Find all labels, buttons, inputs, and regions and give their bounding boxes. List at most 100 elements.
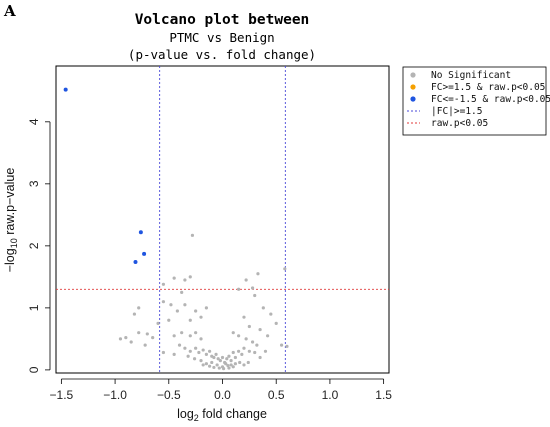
legend-marker <box>410 96 416 102</box>
ns-point <box>180 290 184 294</box>
ns-point <box>233 355 237 360</box>
y-tick-label: 4 <box>27 118 41 125</box>
ns-point <box>255 343 259 347</box>
x-tick-label: 0.0 <box>214 388 231 402</box>
ns-point <box>233 362 237 366</box>
y-tick-label: 0 <box>27 366 41 373</box>
ns-point <box>188 334 192 338</box>
y-tick-label: 2 <box>27 242 41 249</box>
ns-point <box>246 360 250 365</box>
ns-point <box>240 352 244 356</box>
ns-point <box>225 357 229 361</box>
ns-point <box>238 360 242 365</box>
ns-point <box>210 360 214 365</box>
ns-point <box>175 309 179 313</box>
ns-point <box>194 331 198 335</box>
x-axis-label: log2 fold change <box>177 407 267 423</box>
ns-point <box>151 336 155 340</box>
ns-point <box>199 358 203 363</box>
y-tick-label: 1 <box>27 304 41 311</box>
legend-marker <box>410 72 416 78</box>
ns-point <box>242 346 246 350</box>
ns-point <box>169 303 173 307</box>
ns-point <box>231 365 235 369</box>
significant-down-point <box>63 87 68 92</box>
ns-point <box>226 363 230 368</box>
ns-point <box>172 352 176 356</box>
ns-point <box>204 362 208 366</box>
significant-down-point <box>133 259 138 264</box>
legend-box <box>402 66 547 136</box>
significant-down-point <box>142 251 147 256</box>
ns-point <box>199 337 203 341</box>
ns-point <box>244 337 248 341</box>
ns-point <box>208 349 212 353</box>
ns-point <box>261 306 265 310</box>
ns-point <box>183 303 187 307</box>
legend-marker <box>410 84 416 90</box>
ns-point <box>231 331 235 335</box>
ns-point <box>132 312 137 316</box>
ns-point <box>247 349 251 353</box>
ns-point <box>217 366 221 370</box>
ns-point <box>283 267 287 271</box>
ns-point <box>167 318 171 322</box>
ns-point <box>143 343 147 347</box>
ns-point <box>250 286 255 290</box>
legend-label: raw.p<0.05 <box>431 118 488 129</box>
ns-point <box>192 357 197 361</box>
ns-point <box>215 363 219 367</box>
y-tick-label: 3 <box>27 180 41 187</box>
ns-point <box>186 354 190 358</box>
ns-point <box>188 318 192 322</box>
ns-point <box>212 355 216 360</box>
ns-point <box>183 346 187 350</box>
ns-point <box>212 365 216 370</box>
ns-point <box>258 327 262 332</box>
legend-label: No Significant <box>431 70 511 81</box>
ns-point <box>279 343 284 347</box>
ns-point <box>221 367 226 371</box>
chart-title: Volcano plot between <box>135 12 310 28</box>
ns-point <box>204 306 208 310</box>
ns-point <box>266 334 270 338</box>
ns-point <box>201 363 205 367</box>
data-points <box>63 87 289 371</box>
ns-point <box>231 350 235 355</box>
legend-label: |FC|>=1.5 <box>431 106 482 117</box>
x-tick-label: −1.0 <box>103 388 127 402</box>
ns-point <box>194 309 198 313</box>
ns-point <box>229 363 233 367</box>
ns-point <box>161 282 166 286</box>
ns-point <box>188 349 192 353</box>
ns-point <box>220 355 225 360</box>
ns-point <box>242 363 246 367</box>
ns-point <box>172 276 176 280</box>
ns-point <box>237 287 241 291</box>
significant-down-point <box>138 230 143 235</box>
ns-point <box>237 334 241 338</box>
ns-point <box>197 350 201 355</box>
ns-point <box>263 349 268 353</box>
ns-point <box>161 350 166 355</box>
x-axis: −1.5 −1.0 −0.5 0.0 0.5 1.0 1.5 <box>50 378 392 402</box>
x-tick-label: 1.0 <box>322 388 339 402</box>
ns-point <box>229 358 233 363</box>
ns-point <box>161 300 166 304</box>
ns-point <box>258 355 262 360</box>
ns-point <box>204 352 208 356</box>
chart-subtitle-2: (p-value vs. fold change) <box>128 47 316 62</box>
legend-label: FC<=-1.5 & raw.p<0.05 <box>431 94 550 105</box>
ns-point <box>218 358 222 363</box>
legend-label: FC>=1.5 & raw.p<0.05 <box>431 82 545 93</box>
ns-point <box>177 343 182 347</box>
ns-point <box>216 357 220 361</box>
ns-point <box>253 350 257 355</box>
panel-letter: A <box>3 2 16 20</box>
ns-point <box>242 315 246 319</box>
ns-point <box>208 364 212 368</box>
x-tick-label: 1.5 <box>375 388 392 402</box>
ns-point <box>274 321 278 325</box>
